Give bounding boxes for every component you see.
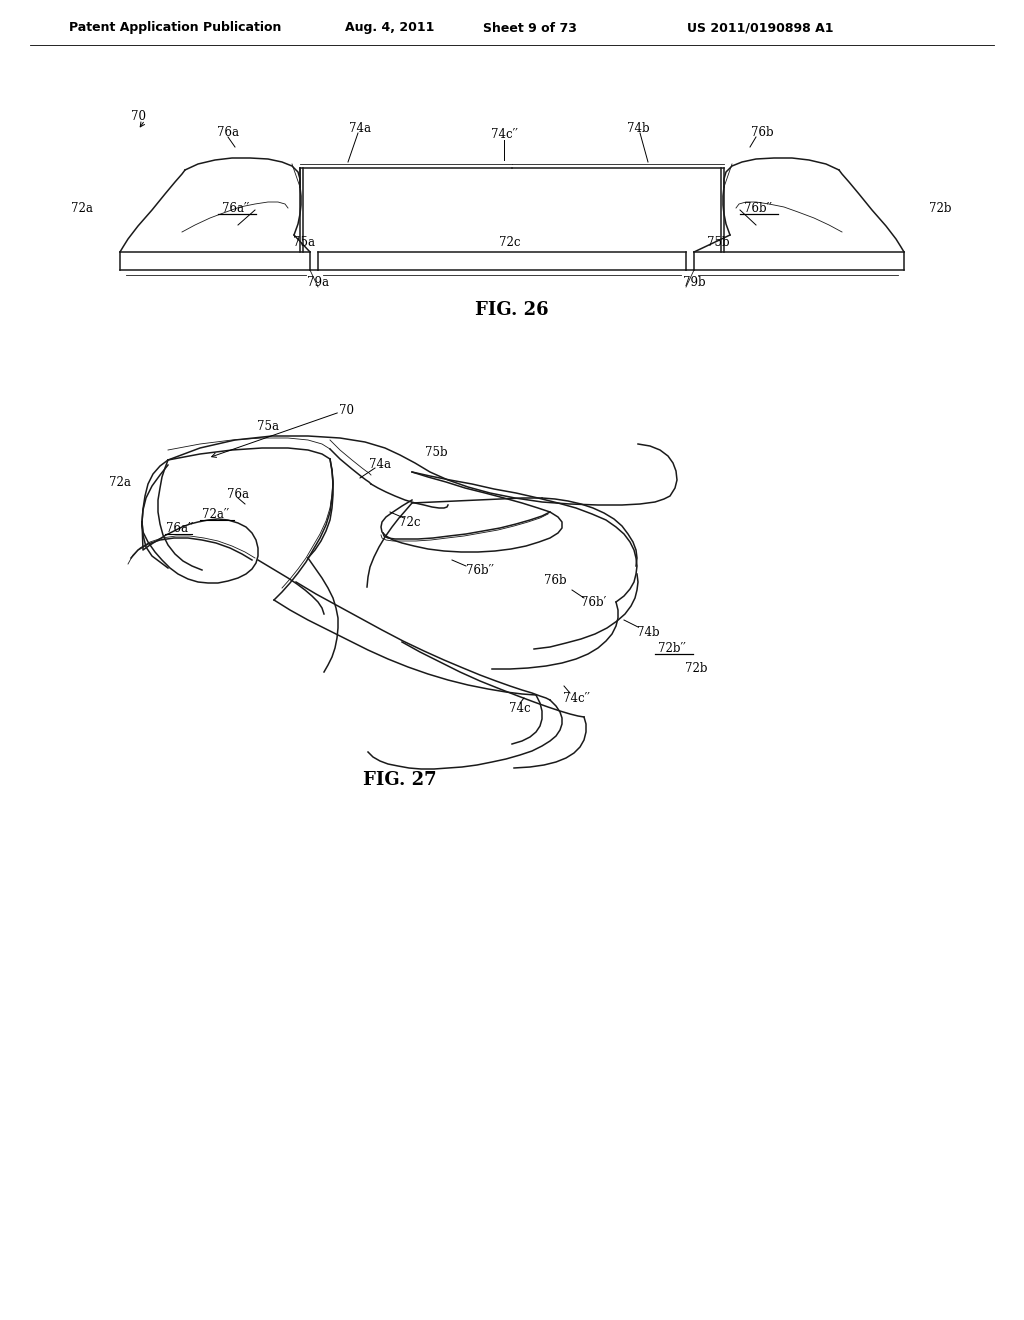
Text: 76a′′: 76a′′ xyxy=(222,202,250,214)
Text: Patent Application Publication: Patent Application Publication xyxy=(69,21,282,34)
Text: 70: 70 xyxy=(130,110,145,123)
Text: Sheet 9 of 73: Sheet 9 of 73 xyxy=(483,21,577,34)
Text: 76b′: 76b′ xyxy=(582,595,606,609)
Text: 75a: 75a xyxy=(293,235,315,248)
Text: 74c: 74c xyxy=(509,701,530,714)
Text: 72b′′: 72b′′ xyxy=(658,642,686,655)
Text: 76b: 76b xyxy=(751,125,773,139)
Text: 75b: 75b xyxy=(425,446,447,458)
Text: 76a: 76a xyxy=(227,487,249,500)
Text: 75b: 75b xyxy=(707,235,729,248)
Text: 74a: 74a xyxy=(349,121,371,135)
Text: 76a′′: 76a′′ xyxy=(166,521,194,535)
Text: FIG. 26: FIG. 26 xyxy=(475,301,549,319)
Text: 75a: 75a xyxy=(257,420,279,433)
Text: 79a: 79a xyxy=(307,276,329,289)
Text: 76b: 76b xyxy=(544,573,566,586)
Text: 74c′′: 74c′′ xyxy=(490,128,517,141)
Text: 72b: 72b xyxy=(929,202,951,214)
Text: Aug. 4, 2011: Aug. 4, 2011 xyxy=(345,21,434,34)
Text: 76a: 76a xyxy=(217,125,239,139)
Text: 76b′′: 76b′′ xyxy=(466,564,494,577)
Text: 72a′′: 72a′′ xyxy=(203,507,229,520)
Text: 74c′′: 74c′′ xyxy=(562,692,590,705)
Text: US 2011/0190898 A1: US 2011/0190898 A1 xyxy=(687,21,834,34)
Text: 72c: 72c xyxy=(399,516,421,528)
Text: 74b: 74b xyxy=(637,626,659,639)
Text: 74a: 74a xyxy=(369,458,391,470)
Text: 72b: 72b xyxy=(685,661,708,675)
Text: FIG. 27: FIG. 27 xyxy=(364,771,437,789)
Text: 79b: 79b xyxy=(683,276,706,289)
Text: 74b: 74b xyxy=(627,121,649,135)
Text: 72a: 72a xyxy=(71,202,93,214)
Text: 70: 70 xyxy=(339,404,353,417)
Text: 76b′′: 76b′′ xyxy=(744,202,772,214)
Text: 72a: 72a xyxy=(110,475,131,488)
Text: 72c: 72c xyxy=(500,235,521,248)
